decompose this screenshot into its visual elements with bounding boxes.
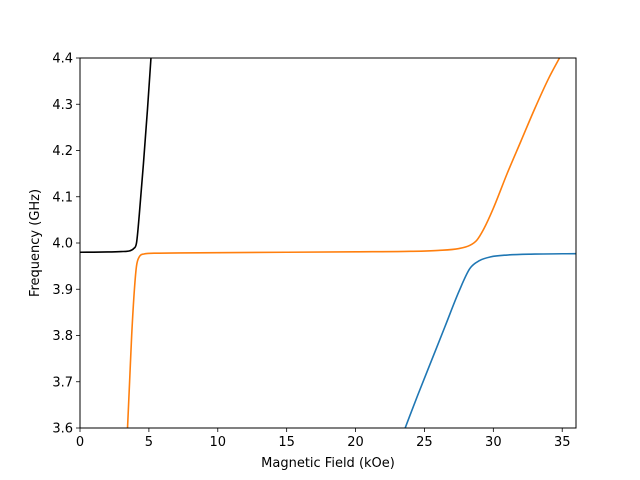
y-tick-label: 4.4 xyxy=(52,52,73,67)
y-tick-label: 3.8 xyxy=(52,329,73,344)
series-layer xyxy=(80,58,576,428)
series-line-2 xyxy=(126,58,561,428)
y-tick-label: 3.9 xyxy=(52,283,73,298)
y-tick-label: 4.2 xyxy=(52,144,73,159)
y-axis-label: Frequency (GHz) xyxy=(28,189,43,297)
x-tick-label: 30 xyxy=(485,435,502,450)
x-axis-label: Magnetic Field (kOe) xyxy=(261,456,395,471)
x-tick-label: 0 xyxy=(76,435,84,450)
x-tick-label: 10 xyxy=(210,435,227,450)
y-tick-label: 4.1 xyxy=(52,190,73,205)
x-tick-label: 20 xyxy=(347,435,364,450)
x-tick-label: 5 xyxy=(145,435,153,450)
x-tick-label: 25 xyxy=(416,435,433,450)
series-line-3 xyxy=(404,252,576,428)
y-tick-label: 3.6 xyxy=(52,422,73,437)
y-tick-label: 4.3 xyxy=(52,98,73,113)
x-axis-ticks: 0 5 10 15 20 25 30 35 xyxy=(76,428,571,450)
y-axis-ticks: 3.6 3.7 3.8 3.9 4.0 4.1 4.2 4.3 4.4 xyxy=(52,52,80,437)
y-tick-label: 3.7 xyxy=(52,375,73,390)
y-tick-label: 4.0 xyxy=(52,237,73,252)
x-tick-label: 35 xyxy=(554,435,571,450)
series-line-1 xyxy=(80,58,152,254)
x-tick-label: 15 xyxy=(278,435,295,450)
